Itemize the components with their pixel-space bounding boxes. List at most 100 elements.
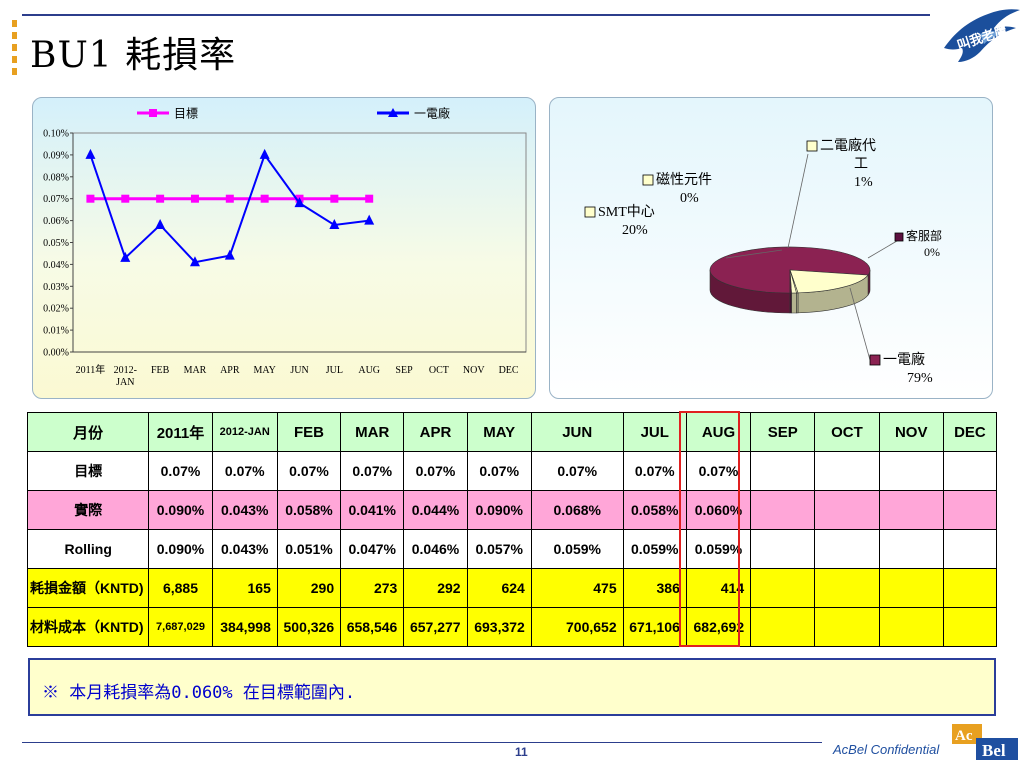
table-cell	[942, 529, 998, 569]
table-cell: 0.059%	[685, 529, 752, 569]
x-tick-label: 2012-	[114, 365, 137, 376]
legend-label: 目標	[174, 107, 198, 121]
x-tick-label: SEP	[395, 365, 413, 376]
row-label: 目標	[26, 451, 150, 491]
x-tick-label: JUL	[326, 365, 343, 376]
y-tick-label: 0.02%	[43, 304, 69, 315]
y-tick-label: 0.10%	[43, 129, 69, 140]
y-tick-label: 0.08%	[43, 172, 69, 183]
data-point	[260, 194, 269, 203]
table-cell: 0.07%	[148, 451, 213, 491]
header-cell: SEP	[750, 412, 816, 452]
brand-part2: Bel	[982, 741, 1006, 760]
table-cell: 0.07%	[340, 451, 405, 491]
data-point	[224, 249, 235, 260]
data-point	[156, 194, 165, 203]
table-cell	[750, 529, 816, 569]
loss-rate-line-chart: 0.00% 0.01% 0.02% 0.03% 0.04% 0.05% 0.06% 0.07%…	[43, 106, 527, 388]
header-cell: 2011年	[148, 412, 213, 452]
header-cell: MAR	[340, 412, 405, 452]
data-point	[189, 256, 200, 267]
pie-pct-label: 0%	[680, 191, 699, 206]
table-cell: 0.07%	[211, 451, 278, 491]
x-tick-label: DEC	[499, 365, 519, 376]
header-cell: 2012-JAN	[211, 412, 278, 452]
pie-slice	[789, 269, 869, 294]
row-label: 耗損金額（KNTD)	[26, 568, 150, 608]
table-cell: 292	[403, 568, 468, 608]
header-cell: MAY	[466, 412, 532, 452]
pie-label: 工	[854, 157, 868, 172]
legend-marker	[149, 109, 157, 117]
table-cell	[878, 529, 944, 569]
y-tick-label: 0.05%	[43, 238, 69, 249]
row-label: Rolling	[26, 529, 150, 569]
table-cell: 693,372	[466, 607, 532, 647]
table-cell: 624	[466, 568, 532, 608]
pie-legend-swatch	[806, 140, 818, 152]
y-tick-label: 0.06%	[43, 216, 69, 227]
table-cell	[942, 490, 998, 530]
table-cell: 0.043%	[211, 529, 278, 569]
header-cell: NOV	[878, 412, 944, 452]
table-cell: 0.059%	[622, 529, 687, 569]
header-cell: DEC	[942, 412, 998, 452]
table-cell: 273	[340, 568, 405, 608]
y-tick-label: 0.00%	[43, 348, 69, 359]
table-cell: 0.07%	[276, 451, 342, 491]
x-tick-label: 2011年	[76, 363, 106, 376]
header-cell: APR	[403, 412, 468, 452]
confidential-label: AcBel Confidential	[833, 742, 940, 757]
table-cell: 658,546	[340, 607, 405, 647]
table-cell: 0.047%	[340, 529, 405, 569]
table-row-actual: 實際 0.090% 0.043% 0.058% 0.041% 0.044% 0.090% 0.…	[26, 490, 998, 530]
header-cell: AUG	[685, 412, 752, 452]
table-cell: 657,277	[403, 607, 468, 647]
header-rule	[22, 14, 930, 16]
table-cell: 0.090%	[148, 490, 213, 530]
data-point	[330, 194, 339, 203]
pie-label: 客服部	[906, 228, 942, 243]
x-tick-label: JUN	[290, 365, 308, 376]
pie-label: 磁性元件	[656, 172, 712, 188]
table-cell	[814, 607, 880, 647]
table-cell: 0.051%	[276, 529, 342, 569]
y-tick-label: 0.04%	[43, 260, 69, 271]
y-tick-label: 0.01%	[43, 326, 69, 337]
data-point	[329, 218, 340, 229]
side-accent-dashes	[12, 20, 17, 80]
table-cell: 0.07%	[466, 451, 532, 491]
table-cell: 0.07%	[530, 451, 624, 491]
pie-pct-label: 79%	[907, 371, 933, 386]
note-box: ※ 本月耗損率為0.060% 在目標範圍內.	[28, 658, 996, 716]
table-cell	[878, 490, 944, 530]
table-cell: 0.046%	[403, 529, 468, 569]
table-cell: 475	[530, 568, 624, 608]
x-tick-label: MAY	[253, 365, 275, 376]
table-row-target: 目標 0.07% 0.07% 0.07% 0.07% 0.07% 0.07% 0.07% 0.0…	[26, 451, 998, 491]
data-point	[225, 194, 234, 203]
table-cell	[814, 529, 880, 569]
brand-part1: Ac	[955, 728, 973, 744]
table-cell: 414	[685, 568, 752, 608]
pie-slice-side	[791, 292, 797, 314]
pie-legend-swatch	[584, 206, 596, 218]
table-cell: 7,687,029	[148, 607, 213, 647]
pie-pct-label: 20%	[622, 223, 648, 238]
table-cell: 682,692	[685, 607, 752, 647]
data-point	[121, 194, 130, 203]
header-cell: JUN	[530, 412, 624, 452]
note-text: ※ 本月耗損率為0.060% 在目標範圍內.	[42, 683, 356, 703]
x-tick-label: OCT	[429, 365, 449, 376]
table-cell: 700,652	[530, 607, 624, 647]
page-number: 11	[515, 745, 528, 759]
pie-pct-label: 1%	[854, 175, 873, 190]
pie-leader-line	[787, 153, 809, 249]
x-tick-label: AUG	[358, 365, 380, 376]
pie-pct-label: 0%	[924, 245, 940, 259]
table-cell: 0.057%	[466, 529, 532, 569]
header-cell: OCT	[814, 412, 880, 452]
table-cell: 671,106	[622, 607, 687, 647]
x-tick-label: MAR	[184, 365, 207, 376]
